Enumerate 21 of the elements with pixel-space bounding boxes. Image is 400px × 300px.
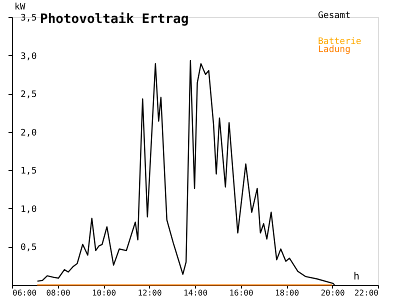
x-tick-label: 06:00 <box>12 288 37 298</box>
x-tick-label: 08:00 <box>46 288 70 298</box>
x-tick-label: 22:00 <box>354 288 379 298</box>
x-tick-label: 12:00 <box>138 288 162 298</box>
y-tick-label: 1,0 <box>20 204 37 215</box>
y-tick-label: 3,0 <box>20 52 37 62</box>
y-tick-label: 2,5 <box>20 90 37 100</box>
y-tick-label: 1,5 <box>20 166 37 177</box>
x-tick-label: 18:00 <box>274 288 300 298</box>
x-tick-label: 20:00 <box>320 288 345 298</box>
x-tick-label: 14:00 <box>183 288 208 298</box>
text: Ladung <box>318 45 351 55</box>
x-tick-label: 16:00 <box>229 288 254 298</box>
y-tick-label: 0,5 <box>20 243 37 254</box>
y-axis-title: kW <box>14 2 26 12</box>
y-tick-label: 2,0 <box>20 128 37 138</box>
x-tick-label: 10:00 <box>92 288 116 298</box>
chart-title: Photovoltaik Ertrag <box>40 12 189 27</box>
x-axis-title: h <box>353 272 360 282</box>
y-tick-label: 3,5 <box>20 14 37 24</box>
text: Gesamt <box>318 11 351 21</box>
